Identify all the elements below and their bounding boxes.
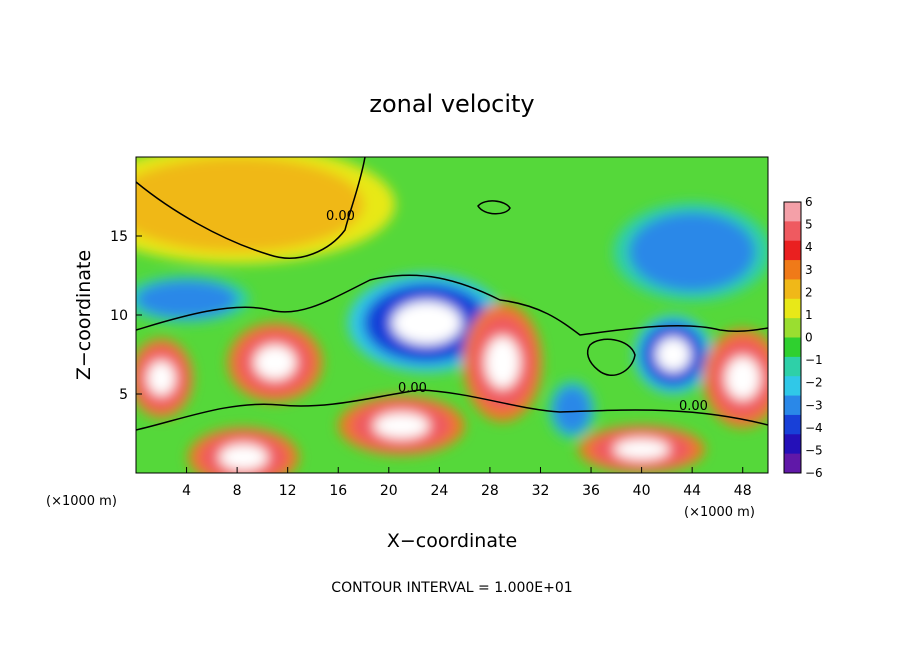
colorbar-swatch: [784, 434, 801, 455]
x-unit-right: (×1000 m): [684, 505, 755, 520]
colorbar-swatch: [784, 279, 801, 300]
colorbar-swatch: [784, 453, 801, 474]
colorbar-tick-label: 4: [805, 240, 813, 254]
colorbar-swatch: [784, 376, 801, 397]
colorbar-swatch: [784, 318, 801, 338]
x-tick-label: 44: [683, 483, 701, 499]
plot-area: [136, 157, 768, 473]
field-region-core-6: [485, 336, 520, 389]
field-region-core-7: [373, 412, 430, 439]
colorbar: 6 5 4 3 2 1 0 −1 −2 −3 −4 −5 −6: [783, 195, 823, 480]
colorbar-swatch: [784, 395, 801, 416]
y-tick-label: 10: [110, 308, 128, 324]
y-axis-label: Z−coordinate: [73, 250, 95, 380]
colorbar-frame: [783, 201, 802, 474]
colorbar-swatch: [784, 260, 801, 280]
colorbar-tick-label: −2: [805, 376, 823, 390]
x-tick-label: 20: [380, 483, 398, 499]
x-tick-label: 24: [430, 483, 448, 499]
colorbar-tick-label: 5: [805, 218, 813, 232]
x-tick-label: 4: [182, 483, 191, 499]
field-region-core-4: [391, 301, 462, 345]
contour-label-3: 0.00: [679, 399, 708, 414]
colorbar-tick-label: −5: [805, 443, 823, 457]
colorbar-swatch: [784, 202, 801, 222]
field-region-1: [136, 157, 364, 252]
field-region-core-9: [725, 356, 761, 400]
small-contour-top: [477, 200, 511, 215]
colorbar-tick-label: 2: [805, 285, 813, 299]
colorbar-tick-label: −6: [805, 466, 823, 480]
field-region-core-5: [254, 345, 296, 380]
zero-contour-upper: [136, 157, 366, 259]
x-axis-label: X−coordinate: [387, 530, 517, 552]
contour-label-1: 0.00: [326, 209, 355, 224]
colorbar-swatch: [784, 240, 801, 261]
colorbar-tick-label: 6: [805, 195, 813, 209]
x-tick-label: 32: [532, 483, 550, 499]
field-region-3: [136, 280, 238, 319]
field-region-core-10: [147, 360, 176, 396]
x-tick-label: 40: [633, 483, 651, 499]
contour-lines: [136, 157, 768, 431]
field-region-11: [553, 386, 592, 434]
colorbar-tick-label: −3: [805, 398, 823, 412]
contour-interval-note: CONTOUR INTERVAL = 1.000E+01: [331, 580, 572, 596]
y-tick-label: 15: [110, 229, 128, 245]
colorbar-tick-label: 3: [805, 263, 813, 277]
x-tick-label: 16: [329, 483, 347, 499]
colorbar-tick-label: −4: [805, 421, 823, 435]
x-tick-label: 48: [734, 483, 752, 499]
y-axis-ticks: 5 10 15: [110, 229, 142, 403]
colorbar-swatch: [784, 356, 801, 377]
small-contour-right: [586, 338, 636, 376]
chart-title: zonal velocity: [369, 90, 534, 118]
velocity-field: [136, 157, 768, 473]
field-region-2: [628, 212, 756, 292]
colorbar-swatch: [784, 221, 801, 242]
colorbar-tick-label: 1: [805, 308, 813, 322]
colorbar-swatch: [784, 298, 801, 319]
colorbar-tick-label: 0: [805, 331, 813, 345]
field-region-core-12: [219, 444, 268, 471]
colorbar-swatch: [784, 414, 801, 435]
colorbar-tick-label: −1: [805, 353, 823, 367]
x-unit-left: (×1000 m): [46, 494, 117, 509]
colorbar-swatch: [784, 337, 801, 358]
x-axis-ticks: 4 8 12 16 20 24 28 32 36 40 44 48: [182, 467, 752, 499]
field-region-core-8: [655, 337, 691, 372]
x-tick-label: 36: [582, 483, 600, 499]
field-region-core-13: [613, 438, 670, 460]
x-tick-label: 28: [481, 483, 499, 499]
contour-label-2: 0.00: [398, 381, 427, 396]
y-tick-label: 5: [119, 387, 128, 403]
x-tick-label: 12: [279, 483, 297, 499]
zero-contour-lower: [136, 389, 768, 431]
zero-contour-middle: [136, 274, 768, 336]
x-tick-label: 8: [233, 483, 242, 499]
